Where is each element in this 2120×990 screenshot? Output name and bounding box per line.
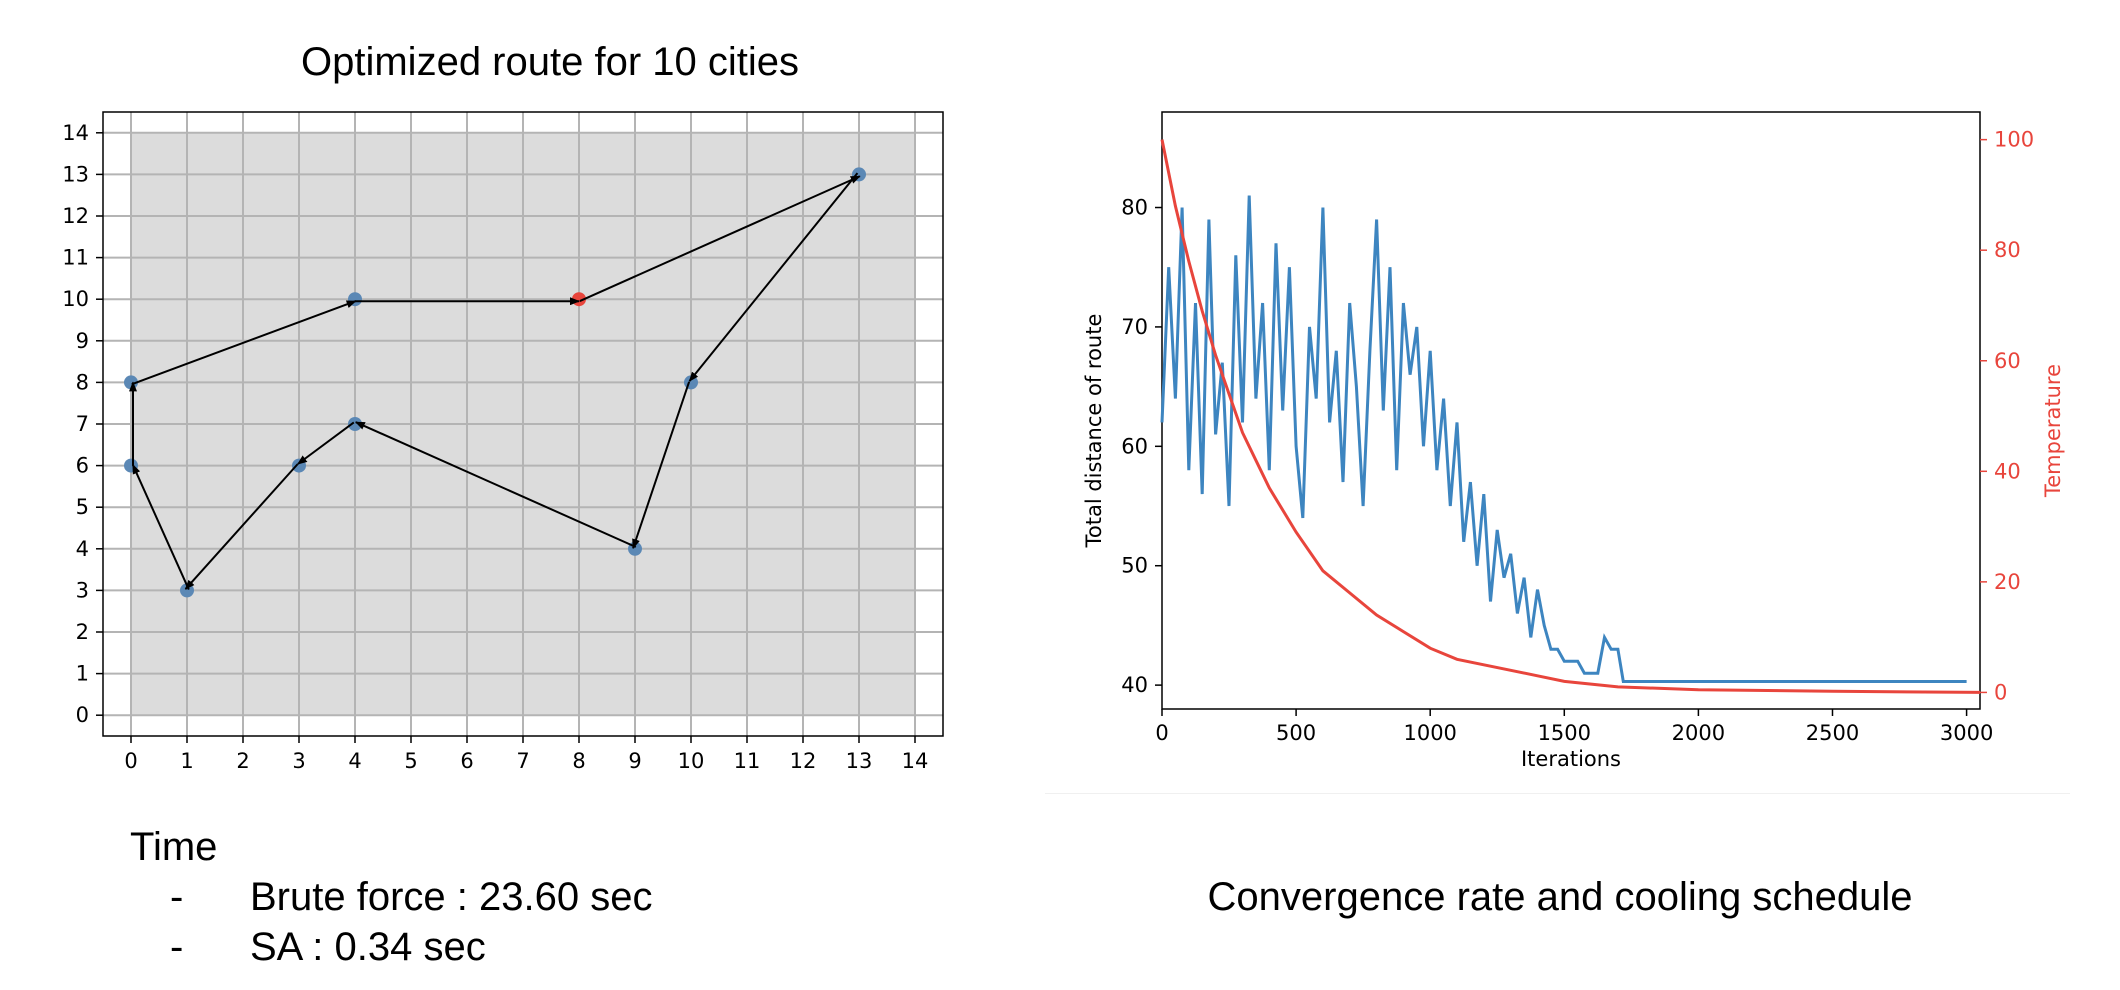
route-arrow xyxy=(184,463,299,590)
series-line-distance xyxy=(1160,195,1967,683)
x-tick-label: 0 xyxy=(1155,721,1168,745)
y-tick-label: 3 xyxy=(76,578,89,602)
bullet-dash: - xyxy=(170,875,184,919)
route-arrow xyxy=(632,381,691,550)
timing-row-brute-force: - Brute force : 23.60 sec xyxy=(130,872,652,922)
x-tick-label: 3000 xyxy=(1940,721,1993,745)
y-tick-label: 11 xyxy=(62,246,89,270)
x-tick-label: 5 xyxy=(404,749,417,773)
y-tick-label: 2 xyxy=(76,620,89,644)
x-tick-label: 500 xyxy=(1276,721,1316,745)
x-tick-label: 10 xyxy=(678,749,705,773)
route-arrow xyxy=(579,175,861,302)
x-tick-label: 1000 xyxy=(1403,721,1456,745)
x-tick-label: 4 xyxy=(348,749,361,773)
route-chart-title: Optimized route for 10 cities xyxy=(301,40,799,84)
series-line-temperature xyxy=(1160,139,1981,694)
y2-tick-label: 0 xyxy=(1994,680,2007,704)
x-tick-label: 9 xyxy=(628,749,641,773)
y-tick-label: 13 xyxy=(62,162,89,186)
y-tick-label: 4 xyxy=(76,537,89,561)
timing-row-sa: - SA : 0.34 sec xyxy=(130,922,652,972)
timing-brute-force: Brute force : 23.60 sec xyxy=(250,875,653,919)
route-arrow xyxy=(688,172,859,382)
x-tick-label: 7 xyxy=(516,749,529,773)
y2-tick-label: 80 xyxy=(1994,238,2021,262)
route-arrow xyxy=(131,463,190,590)
x-tick-label: 12 xyxy=(790,749,817,773)
divider xyxy=(1045,793,2070,794)
y-tick-label: 80 xyxy=(1121,196,1148,220)
y-tick-label: 40 xyxy=(1121,673,1148,697)
timing-heading: Time xyxy=(130,825,218,869)
route-arrow xyxy=(297,421,355,465)
y-tick-label: 5 xyxy=(76,495,89,519)
x-tick-label: 0 xyxy=(124,749,137,773)
y-tick-label: 1 xyxy=(76,662,89,686)
y2-tick-label: 100 xyxy=(1994,128,2034,152)
x-tick-label: 8 xyxy=(572,749,585,773)
y-tick-label: 70 xyxy=(1121,315,1148,339)
x-tick-label: 13 xyxy=(846,749,873,773)
y-tick-label: 9 xyxy=(76,329,89,353)
x-tick-label: 2 xyxy=(236,749,249,773)
y-tick-label: 0 xyxy=(76,703,89,727)
y-tick-label: 6 xyxy=(76,454,89,478)
y-tick-label: 12 xyxy=(62,204,89,228)
y-tick-label: 7 xyxy=(76,412,89,436)
timing-summary: Time - Brute force : 23.60 sec - SA : 0.… xyxy=(130,822,652,972)
y-tick-label: 8 xyxy=(76,370,89,394)
route-arrow xyxy=(354,421,637,548)
y-tick-label: 10 xyxy=(62,287,89,311)
x-tick-label: 3 xyxy=(292,749,305,773)
y2-tick-label: 20 xyxy=(1994,570,2021,594)
timing-sa: SA : 0.34 sec xyxy=(250,925,486,969)
x-tick-label: 2500 xyxy=(1806,721,1859,745)
x-tick-label: 2000 xyxy=(1672,721,1725,745)
y2-axis-label: Temperature xyxy=(2041,364,2065,498)
y-axis-label: Total distance of route xyxy=(1082,314,1106,549)
x-tick-label: 1 xyxy=(180,749,193,773)
bullet-dash: - xyxy=(170,925,184,969)
x-tick-label: 6 xyxy=(460,749,473,773)
y-tick-label: 50 xyxy=(1121,554,1148,578)
y2-tick-label: 60 xyxy=(1994,349,2021,373)
x-axis-label: Iterations xyxy=(1521,747,1621,771)
x-tick-label: 14 xyxy=(902,749,929,773)
x-tick-label: 11 xyxy=(734,749,761,773)
y-tick-label: 60 xyxy=(1121,434,1148,458)
x-tick-label: 1500 xyxy=(1538,721,1591,745)
y2-tick-label: 40 xyxy=(1994,459,2021,483)
route-arrow xyxy=(131,300,357,386)
axes-frame xyxy=(102,111,944,737)
convergence-caption: Convergence rate and cooling schedule xyxy=(1207,875,1913,919)
axes-frame xyxy=(1161,111,1981,710)
y-tick-label: 14 xyxy=(62,121,89,145)
